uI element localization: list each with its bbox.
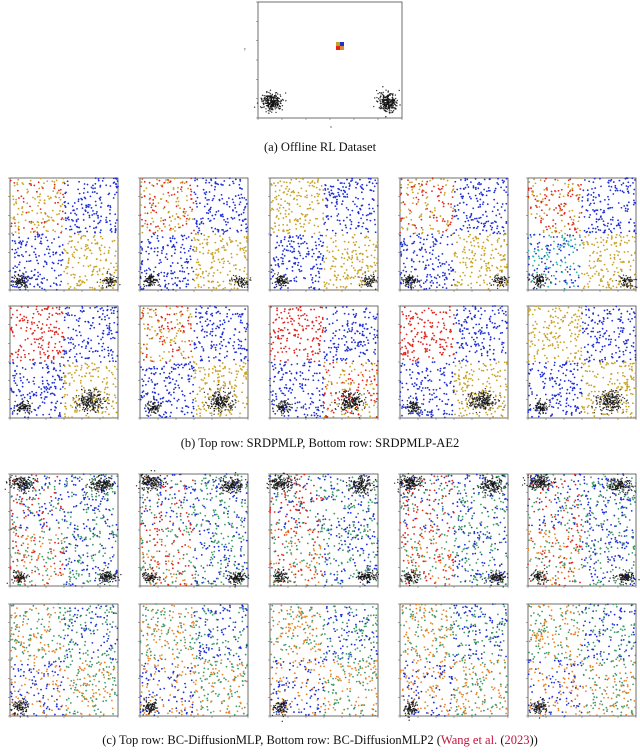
scatter-points [139, 305, 249, 419]
srdpmlp-ae2-plot-1 [4, 302, 122, 426]
srdpmlp-ae2-plot-5 [522, 302, 640, 426]
scatter-points [269, 305, 379, 419]
srdpmlp-ae2-plot-2 [134, 302, 252, 426]
scatter-points [394, 470, 509, 588]
bc-diffusionmlp2-plot-2 [134, 600, 252, 724]
srdpmlp-plot-5 [522, 174, 640, 298]
caption-b: (b) Top row: SRDPMLP, Bottom row: SRDPML… [180, 436, 460, 450]
bc-diffusionmlp-plot-2 [134, 470, 252, 594]
scatter-points [266, 472, 380, 587]
bc-diffusionmlp-plot-4 [394, 470, 512, 594]
scatter-points [139, 603, 249, 717]
scatter-points [135, 470, 250, 588]
caption-c-text: (c) Top row: BC-DiffusionMLP, Bottom row… [102, 733, 441, 747]
scatter-points [527, 305, 637, 419]
scatter-points [4, 473, 122, 587]
srdpmlp-plot-4 [394, 174, 512, 298]
bc-diffusionmlp2-plot-1 [4, 600, 122, 724]
citation-year-link[interactable]: 2023 [504, 733, 530, 747]
srdpmlp-ae2-plot-3 [264, 302, 382, 426]
scatter-points [399, 603, 509, 721]
scatter-points [9, 603, 119, 718]
scatter-points [522, 473, 640, 587]
bc-diffusionmlp-plot-1 [4, 470, 122, 594]
scatter-points [399, 305, 509, 419]
scatter-points [9, 177, 121, 291]
caption-a: (a) Offline RL Dataset [263, 140, 377, 154]
scatter-points [269, 177, 379, 291]
caption-c-end: )) [529, 733, 538, 747]
srdpmlp-plot-1 [4, 174, 122, 298]
caption-c-mid: ( [497, 733, 505, 747]
svg-text:x: x [330, 124, 332, 128]
scatter-points [399, 177, 510, 291]
citation-link[interactable]: Wang et al. [440, 733, 498, 747]
bc-diffusionmlp-plot-5 [522, 470, 640, 594]
svg-text:y: y [244, 46, 246, 51]
bc-diffusionmlp-plot-3 [264, 470, 382, 594]
srdpmlp-plot-2 [134, 174, 252, 298]
scatter-points [527, 177, 638, 291]
caption-c: (c) Top row: BC-DiffusionMLP, Bottom row… [0, 733, 640, 748]
scatter-points [527, 603, 637, 719]
scatter-points [269, 603, 379, 723]
srdpmlp-plot-3 [264, 174, 382, 298]
bc-diffusionmlp2-plot-5 [522, 600, 640, 724]
scatter-points [9, 305, 119, 419]
srdpmlp-ae2-plot-4 [394, 302, 512, 426]
bc-diffusionmlp2-plot-3 [264, 600, 382, 724]
bc-diffusionmlp2-plot-4 [394, 600, 512, 724]
dataset-points [253, 42, 401, 118]
scatter-points [138, 177, 252, 291]
